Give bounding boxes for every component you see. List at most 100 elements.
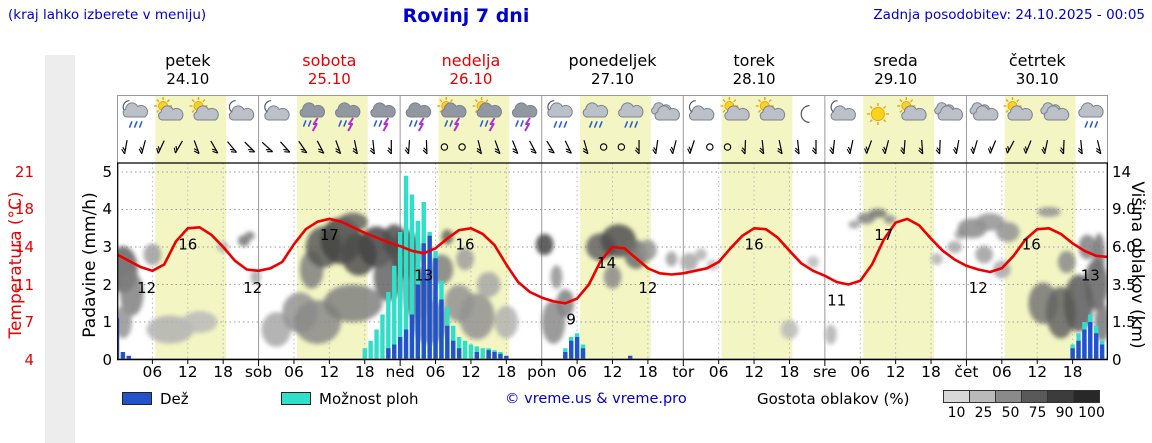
wind-barb-icon: [316, 140, 325, 154]
cloud-tick: 3.5: [1112, 276, 1136, 294]
wind-barb-icon: [511, 140, 519, 154]
temp-value-label: 13: [414, 267, 433, 285]
rain-bar: [574, 337, 580, 360]
rain-bar: [563, 352, 568, 360]
cloud-density-scale-numbers: 10 25 50 75 90 100: [943, 405, 1105, 421]
cloud-density-scale-number: 50: [1001, 405, 1020, 421]
wind-barb-icon: [1006, 140, 1015, 154]
x-axis-hour-label: 06: [850, 363, 870, 381]
cloud-density-swatch: [943, 390, 970, 403]
rain-bar: [445, 325, 450, 360]
x-axis-hour-label: 18: [921, 363, 941, 381]
day-header: torek 28.10: [683, 51, 825, 89]
rain-bar: [1094, 333, 1099, 360]
weather-icon-cloud-rain-lightning: [335, 102, 361, 132]
temp-value-label: 17: [320, 226, 339, 244]
shower-bar: [386, 292, 391, 360]
rain-bar: [580, 348, 586, 360]
weather-icon-cloud: [934, 102, 964, 121]
temp-value-label: 16: [178, 235, 197, 253]
x-axis-hour-label: 12: [178, 363, 198, 381]
weather-icon-cloud-rain-lightning: [511, 102, 538, 132]
wind-barb-icon: [174, 140, 183, 154]
x-axis-hour-label: 06: [709, 363, 729, 381]
x-axis-hour-label: 12: [886, 363, 906, 381]
weather-icon-moon-cloud: [830, 100, 856, 121]
wind-barb-icon: [298, 140, 308, 154]
temp-tick: 21: [14, 163, 34, 181]
weather-icons-row: [122, 97, 1104, 132]
precip-axis-ticks: 5 4 3 2 1 0: [92, 0, 112, 443]
rain-bar: [1076, 340, 1081, 360]
weather-icon-cloud-rain-lightning: [405, 102, 432, 132]
weather-icon-moon-cloud: [264, 100, 290, 121]
wind-barb-icon: [989, 140, 997, 154]
precip-tick: 4: [102, 200, 112, 218]
temp-tick: 11: [14, 276, 34, 294]
copyright-link[interactable]: © vreme.us & vreme.pro: [505, 391, 687, 407]
day-name: torek: [733, 51, 775, 70]
weather-icon-moon-cloud-rain: [547, 100, 573, 128]
wind-barb-icon: [546, 140, 555, 154]
temp-tick: 4: [24, 351, 34, 369]
wind-barb-icon: [778, 140, 783, 154]
x-axis-hour-label: 18: [638, 363, 658, 381]
left-gray-strip: [45, 55, 75, 443]
day-date: 26.10: [449, 70, 493, 88]
temp-curve: [117, 217, 1108, 305]
x-axis-day-label: čet: [954, 363, 978, 381]
wind-barb-icon: [157, 140, 165, 154]
cloud-density-scale-number: 100: [1078, 405, 1105, 421]
wind-barb-icon: [583, 140, 589, 154]
wind-barb-icon: [972, 140, 978, 154]
day-header: ponedeljek 27.10: [542, 51, 684, 89]
wind-calm-icon: [440, 143, 449, 151]
weather-icon-cloud-rain: [1078, 102, 1104, 128]
rain-bar: [498, 353, 503, 360]
cloud-density-scale-number: 25: [974, 405, 993, 421]
wind-barb-icon: [884, 140, 890, 154]
shower-bar: [374, 329, 379, 360]
day-date: 27.10: [591, 70, 634, 88]
wind-barb-icon: [903, 139, 906, 155]
wind-barb-icon: [477, 140, 483, 154]
cloud-density-scale-number: 75: [1028, 405, 1047, 421]
x-axis-hour-label: 12: [319, 363, 339, 381]
wind-barb-icon: [1044, 140, 1049, 154]
wind-barb-icon: [353, 140, 358, 154]
cloud-tick: 6.0: [1112, 238, 1136, 256]
wind-barb-icon: [193, 140, 200, 154]
wind-barb-icon: [849, 140, 854, 154]
wind-barb-icon: [210, 140, 219, 154]
rain-bar: [120, 352, 126, 360]
temp-tick: 7: [24, 313, 34, 331]
wind-calm-icon: [617, 143, 626, 151]
weather-icon-cloud-rain: [618, 102, 644, 128]
rain-bar: [1070, 348, 1075, 360]
wind-barb-icon: [227, 141, 237, 153]
weather-icon-cloud: [969, 102, 999, 121]
wind-barb-icon: [672, 140, 677, 154]
x-axis-hour-label: 12: [461, 363, 481, 381]
wind-barb-icon: [244, 141, 256, 153]
wind-barb-icon: [761, 139, 765, 155]
temp-value-label: 12: [638, 279, 657, 297]
x-axis-hour-label: 06: [567, 363, 587, 381]
precip-tick: 1: [102, 313, 112, 331]
shower-bar: [462, 340, 468, 360]
shower-bar: [368, 340, 373, 360]
day-header: sobota 25.10: [259, 51, 401, 89]
wind-barb-icon: [529, 140, 537, 154]
x-axis-hour-label: 18: [355, 363, 375, 381]
rain-bar: [386, 348, 391, 360]
cloud-tick: 0: [1112, 351, 1122, 369]
precip-tick: 5: [102, 163, 112, 181]
rain-bar: [397, 337, 403, 360]
temp-value-label: 16: [455, 235, 474, 253]
precip-tick: 2: [102, 276, 112, 294]
wind-barb-icon: [564, 140, 572, 154]
precip-tick: 0: [102, 351, 112, 369]
temp-axis-ticks: 21 18 14 11 7 4: [4, 0, 34, 443]
rain-bar: [492, 352, 497, 360]
